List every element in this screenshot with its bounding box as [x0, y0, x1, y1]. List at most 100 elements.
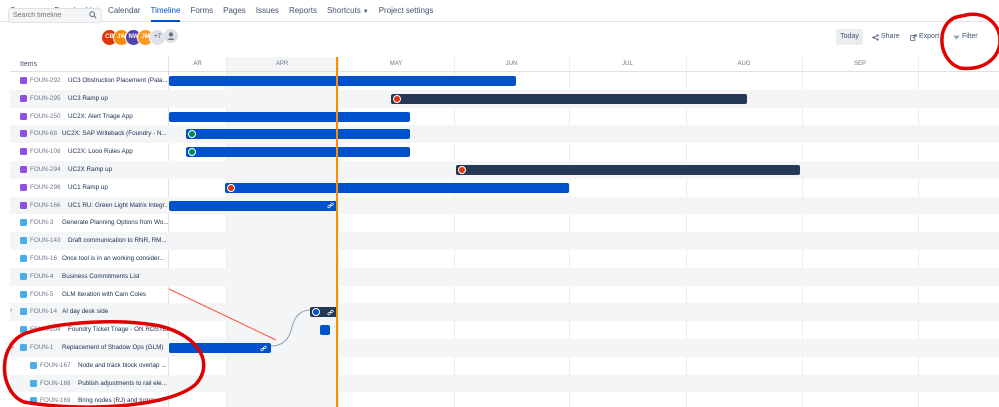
- timeline-bar[interactable]: [186, 147, 410, 158]
- issue-key[interactable]: FOUN-16: [30, 255, 57, 262]
- issue-summary[interactable]: AI day desk side: [62, 308, 109, 316]
- issue-summary[interactable]: Replacement of Shadow Ops (GLM): [62, 344, 164, 351]
- tab-timeline[interactable]: Timeline: [150, 0, 180, 22]
- issue-key[interactable]: FOUN-166: [30, 201, 61, 209]
- issue-key[interactable]: FOUN-1: [30, 344, 54, 351]
- tab-reports[interactable]: Reports: [288, 5, 317, 15]
- issue-summary[interactable]: Generate Planning Options from Wo...: [62, 219, 168, 227]
- row-label[interactable]: FOUN-294 UC2X Ramp up: [10, 161, 168, 179]
- timeline-row[interactable]: FOUN-168 Publish adjustments to rail ele.…: [10, 374, 999, 393]
- timeline-row[interactable]: ⌄ FOUN-1 Replacement of Shadow Ops (GLM): [10, 339, 999, 357]
- issue-summary[interactable]: UC2X: Looo Rules App: [68, 148, 133, 156]
- row-label[interactable]: FOUN-292 UC3 Obstruction Placement (Pala.…: [10, 72, 168, 90]
- timeline-row[interactable]: FOUN-166 UC1 RU: Green Light Matrix Integ…: [10, 196, 999, 215]
- issue-key[interactable]: FOUN-250: [30, 112, 61, 120]
- tab-project-settings[interactable]: Project settings: [378, 5, 434, 15]
- row-label[interactable]: FOUN-5 GLM Iteration with Cam Coles: [10, 286, 168, 304]
- row-label[interactable]: FOUN-204 Foundry Ticket Triage - ON ROSTE…: [10, 321, 168, 339]
- row-label[interactable]: FOUN-168 Publish adjustments to rail ele.…: [10, 375, 168, 393]
- timeline-row[interactable]: FOUN-169 Bring nodes (RJ) and turnou...: [10, 392, 999, 407]
- issue-summary[interactable]: UC1 RU: Green Light Matrix Integr...: [68, 201, 168, 209]
- group-icon[interactable]: [164, 29, 178, 43]
- timeline-row[interactable]: FOUN-250 UC2X: Alert Triage App: [10, 108, 999, 126]
- timeline-bar[interactable]: [169, 343, 271, 353]
- today-button[interactable]: Today: [836, 29, 863, 45]
- timeline-row[interactable]: FOUN-3 Generate Planning Options from Wo.…: [10, 214, 999, 232]
- issue-summary[interactable]: UC2X: SAP Writeback (Foundry - N...: [62, 130, 167, 138]
- row-label[interactable]: FOUN-295 UC3 Ramp up: [10, 90, 168, 108]
- issue-summary[interactable]: Once tool is in an working consider...: [62, 255, 165, 262]
- issue-key[interactable]: FOUN-204: [30, 326, 61, 334]
- issue-summary[interactable]: UC3 Ramp up: [68, 94, 108, 102]
- timeline-bar[interactable]: [391, 93, 747, 104]
- issue-key[interactable]: FOUN-294: [30, 166, 61, 173]
- link-icon[interactable]: [260, 345, 267, 352]
- tab-pages[interactable]: Pages: [223, 5, 246, 15]
- timeline-bar[interactable]: [310, 307, 338, 318]
- tab-issues[interactable]: Issues: [255, 5, 279, 15]
- tab-forms[interactable]: Forms: [190, 5, 214, 15]
- issue-key[interactable]: FOUN-68: [30, 130, 57, 138]
- issue-summary[interactable]: Bring nodes (RJ) and turnou...: [78, 397, 163, 405]
- issue-key[interactable]: FOUN-108: [30, 148, 61, 156]
- row-label[interactable]: FOUN-143 Draft communication to RNR, RM..…: [10, 232, 168, 250]
- collapse-chevron-icon[interactable]: ⌄: [10, 344, 16, 350]
- issue-summary[interactable]: UC2X: Alert Triage App: [68, 112, 133, 120]
- row-label[interactable]: FOUN-298 UC1 Ramp up: [10, 179, 168, 197]
- timeline-row[interactable]: › FOUN-14 AI day desk side: [10, 303, 999, 322]
- timeline-bar[interactable]: [320, 325, 330, 336]
- expand-chevron-icon[interactable]: ›: [10, 308, 12, 315]
- issue-summary[interactable]: Foundry Ticket Triage - ON ROSTER: [68, 326, 168, 334]
- issue-summary[interactable]: GLM Iteration with Cam Coles: [62, 290, 146, 298]
- row-label[interactable]: FOUN-4 Business Commitments List: [10, 268, 168, 286]
- timeline-row[interactable]: FOUN-68 UC2X: SAP Writeback (Foundry - N.…: [10, 125, 999, 144]
- timeline-row[interactable]: FOUN-143 Draft communication to RNR, RM..…: [10, 232, 999, 250]
- issue-summary[interactable]: Draft communication to RNR, RM...: [68, 237, 167, 245]
- timeline-bar[interactable]: [169, 111, 410, 122]
- timeline-row[interactable]: FOUN-108 UC2X: Looo Rules App: [10, 143, 999, 161]
- timeline-row[interactable]: FOUN-292 UC3 Obstruction Placement (Pala.…: [10, 72, 999, 90]
- row-label[interactable]: FOUN-166 UC1 RU: Green Light Matrix Integ…: [10, 197, 168, 215]
- issue-key[interactable]: FOUN-5: [30, 290, 54, 298]
- timeline-bar[interactable]: [169, 200, 338, 211]
- issue-summary[interactable]: UC1 Ramp up: [68, 183, 108, 191]
- timeline-row[interactable]: FOUN-298 UC1 Ramp up: [10, 179, 999, 197]
- issue-key[interactable]: FOUN-14: [30, 308, 57, 316]
- tab-calendar[interactable]: Calendar: [108, 5, 141, 15]
- timeline-row[interactable]: FOUN-204 Foundry Ticket Triage - ON ROSTE…: [10, 321, 999, 339]
- tab-shortcuts[interactable]: Shortcuts ▼: [327, 0, 369, 22]
- issue-summary[interactable]: Node and track block overlap ...: [78, 361, 167, 369]
- search-input[interactable]: [8, 8, 102, 23]
- row-label[interactable]: ⌄ FOUN-1 Replacement of Shadow Ops (GLM): [10, 339, 168, 357]
- filter-button[interactable]: Filter: [953, 29, 978, 45]
- issue-key[interactable]: FOUN-295: [30, 94, 61, 102]
- timeline-bar[interactable]: [169, 76, 516, 86]
- row-label[interactable]: FOUN-108 UC2X: Looo Rules App: [10, 143, 168, 161]
- row-label[interactable]: FOUN-16 Once tool is in an working consid…: [10, 250, 168, 268]
- issue-summary[interactable]: Business Commitments List: [62, 272, 140, 280]
- issue-key[interactable]: FOUN-292: [30, 77, 61, 84]
- row-label[interactable]: FOUN-167 Node and track block overlap ...: [10, 357, 168, 375]
- row-label[interactable]: FOUN-3 Generate Planning Options from Wo.…: [10, 214, 168, 232]
- link-icon[interactable]: [327, 309, 334, 316]
- issue-key[interactable]: FOUN-168: [40, 379, 71, 387]
- issue-key[interactable]: FOUN-169: [40, 397, 71, 405]
- timeline-bar[interactable]: [456, 165, 800, 175]
- export-button[interactable]: Export: [910, 29, 939, 45]
- row-label[interactable]: › FOUN-14 AI day desk side: [10, 303, 168, 321]
- issue-key[interactable]: FOUN-298: [30, 183, 61, 191]
- timeline-row[interactable]: FOUN-5 GLM Iteration with Cam Coles: [10, 286, 999, 304]
- timeline-bar[interactable]: [186, 129, 410, 140]
- timeline-row[interactable]: FOUN-167 Node and track block overlap ...: [10, 357, 999, 375]
- link-icon[interactable]: [327, 202, 334, 209]
- row-label[interactable]: FOUN-68 UC2X: SAP Writeback (Foundry - N.…: [10, 125, 168, 143]
- row-label[interactable]: FOUN-169 Bring nodes (RJ) and turnou...: [10, 392, 168, 407]
- issue-key[interactable]: FOUN-167: [40, 361, 71, 369]
- issue-key[interactable]: FOUN-143: [30, 237, 61, 245]
- issue-summary[interactable]: UC3 Obstruction Placement (Pala...: [68, 77, 168, 84]
- row-label[interactable]: FOUN-250 UC2X: Alert Triage App: [10, 108, 168, 126]
- issue-summary[interactable]: Publish adjustments to rail ele...: [78, 379, 167, 387]
- issue-key[interactable]: FOUN-4: [30, 272, 54, 280]
- timeline-bar[interactable]: [225, 182, 569, 193]
- issue-key[interactable]: FOUN-3: [30, 219, 54, 227]
